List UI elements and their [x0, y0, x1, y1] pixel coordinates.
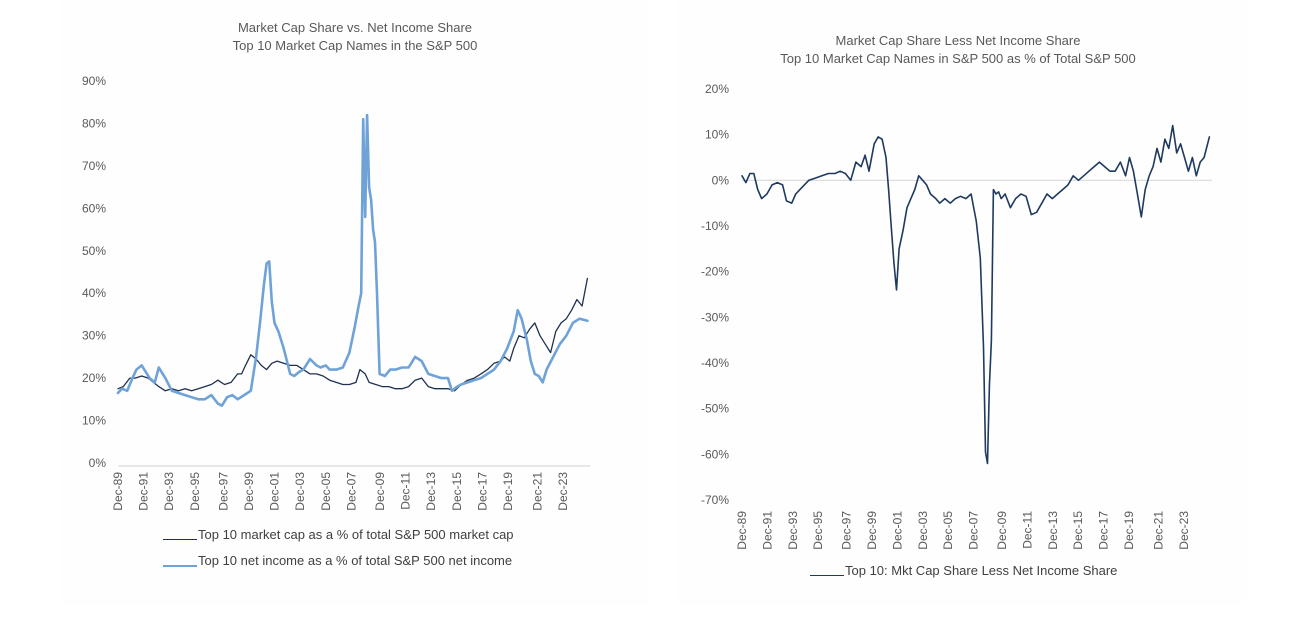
left-x-tick-label: Dec-07: [344, 472, 358, 511]
left-x-tick-label: Dec-05: [319, 472, 333, 511]
left-x-tick-label: Dec-93: [162, 472, 176, 511]
right-y-tick-label: 0%: [712, 173, 730, 187]
left-y-tick-label: 30%: [82, 329, 106, 343]
right-x-tick-label: Dec-97: [840, 511, 854, 550]
left-chart-panel: Market Cap Share vs. Net Income Share To…: [60, 0, 650, 605]
right-x-tick-label: Dec-21: [1151, 511, 1165, 550]
right-y-tick-label: -60%: [701, 447, 729, 461]
legend-label-market-cap: Top 10 market cap as a % of total S&P 50…: [198, 527, 514, 542]
legend-label-net-income: Top 10 net income as a % of total S&P 50…: [198, 553, 513, 568]
right-series-line-0: [741, 124, 1211, 465]
left-x-tick-label: Dec-17: [475, 472, 489, 511]
left-chart-subtitle: Top 10 Market Cap Names in the S&P 500: [232, 38, 478, 53]
left-x-tick-label: Dec-23: [556, 472, 570, 511]
right-y-tick-label: -20%: [701, 265, 729, 279]
right-x-tick-label: Dec-13: [1046, 511, 1060, 550]
left-y-tick-label: 10%: [82, 414, 106, 428]
left-series-line-0: [117, 277, 589, 392]
left-x-tick-label: Dec-99: [242, 472, 256, 511]
right-x-tick-label: Dec-95: [811, 511, 825, 550]
left-x-tick-label: Dec-97: [216, 472, 230, 511]
right-x-tick-label: Dec-93: [786, 511, 800, 550]
left-y-tick-label: 50%: [82, 244, 106, 258]
legend-item-market-cap: Top 10 market cap as a % of total S&P 50…: [163, 527, 514, 542]
right-x-tick-label: Dec-05: [941, 511, 955, 550]
left-x-tick-label: Dec-15: [450, 472, 464, 511]
right-y-tick-label: -40%: [701, 356, 729, 370]
right-x-tick-label: Dec-23: [1177, 511, 1191, 550]
legend-item-spread: Top 10: Mkt Cap Share Less Net Income Sh…: [810, 563, 1117, 578]
right-y-tick-label: -30%: [701, 310, 729, 324]
right-x-tick-label: Dec-01: [890, 511, 904, 550]
legend-swatch-net-income: [163, 564, 197, 567]
right-chart-title-block: Market Cap Share Less Net Income Share T…: [676, 32, 1240, 68]
left-chart-title: Market Cap Share vs. Net Income Share: [237, 20, 473, 35]
legend-label-spread: Top 10: Mkt Cap Share Less Net Income Sh…: [845, 563, 1118, 578]
right-x-tick-label: Dec-89: [735, 511, 749, 550]
left-x-tick-label: Dec-09: [373, 472, 387, 511]
left-x-tick-label: Dec-95: [188, 472, 202, 511]
left-x-tick-label: Dec-01: [268, 472, 282, 511]
right-y-tick-label: 10%: [705, 128, 729, 142]
left-y-tick-label: 80%: [82, 116, 106, 130]
right-x-tick-label: Dec-91: [760, 511, 774, 550]
legend-swatch-spread: [810, 575, 844, 576]
right-y-tick-label: -70%: [701, 493, 729, 507]
left-x-tick-label: Dec-21: [531, 472, 545, 511]
left-y-tick-label: 0%: [89, 456, 107, 470]
right-chart-title: Market Cap Share Less Net Income Share: [835, 33, 1081, 48]
left-series-line-1: [116, 113, 589, 408]
right-x-tick-label: Dec-17: [1097, 511, 1111, 550]
right-chart-panel: Market Cap Share Less Net Income Share T…: [676, 0, 1246, 605]
right-y-tick-label: -10%: [701, 219, 729, 233]
right-x-tick-label: Dec-03: [916, 511, 930, 550]
left-y-tick-label: 40%: [82, 286, 106, 300]
left-y-tick-label: 70%: [82, 159, 106, 173]
legend-item-net-income: Top 10 net income as a % of total S&P 50…: [163, 553, 512, 568]
left-x-tick-label: Dec-19: [501, 472, 515, 511]
right-chart-subtitle: Top 10 Market Cap Names in S&P 500 as % …: [780, 51, 1136, 66]
left-y-tick-label: 90%: [82, 74, 106, 88]
left-chart-title-block: Market Cap Share vs. Net Income Share To…: [60, 19, 650, 55]
left-x-tick-label: Dec-13: [424, 472, 438, 511]
left-x-tick-label: Dec-91: [137, 472, 151, 511]
left-x-tick-label: Dec-03: [293, 472, 307, 511]
left-y-tick-label: 60%: [82, 201, 106, 215]
right-x-tick-label: Dec-07: [967, 511, 981, 550]
legend-swatch-market-cap: [163, 539, 197, 540]
right-y-tick-label: -50%: [701, 402, 729, 416]
right-x-tick-label: Dec-15: [1071, 511, 1085, 550]
right-x-tick-label: Dec-99: [865, 511, 879, 550]
left-y-tick-label: 20%: [82, 371, 106, 385]
right-x-tick-label: Dec-19: [1122, 511, 1136, 550]
left-x-tick-label: Dec-89: [111, 472, 125, 511]
left-x-tick-label: Dec-11: [399, 472, 413, 510]
right-y-tick-label: 20%: [705, 82, 729, 96]
right-x-tick-label: Dec-11: [1020, 511, 1034, 549]
right-x-tick-label: Dec-09: [995, 511, 1009, 550]
